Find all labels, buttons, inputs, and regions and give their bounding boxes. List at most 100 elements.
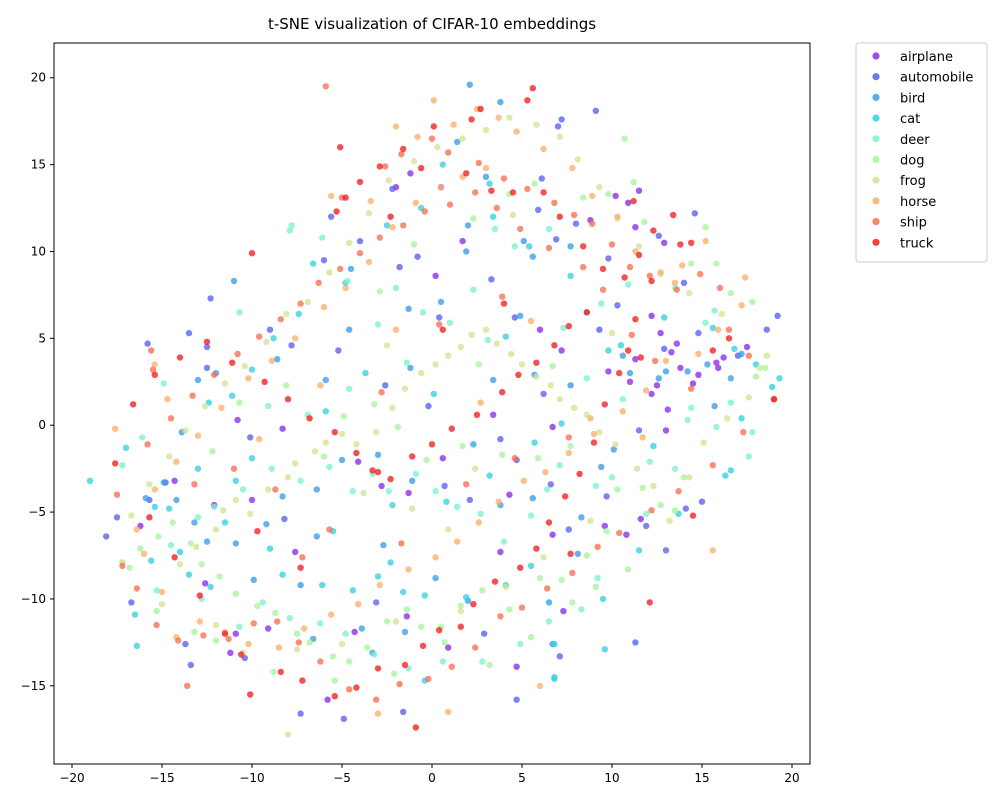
- point-automobile: [382, 382, 389, 389]
- point-cat: [551, 640, 558, 648]
- point-airplane: [612, 192, 619, 200]
- point-frog: [146, 481, 153, 488]
- point-dog: [306, 639, 313, 646]
- point-ship: [511, 455, 518, 462]
- legend-label-frog: frog: [900, 174, 926, 189]
- point-truck: [409, 453, 416, 460]
- point-horse: [412, 199, 419, 206]
- point-frog: [182, 427, 189, 434]
- point-deer: [439, 658, 446, 665]
- point-automobile: [572, 220, 580, 227]
- y-tick-label: 15: [31, 158, 46, 172]
- point-horse: [437, 184, 445, 191]
- point-airplane: [695, 371, 702, 378]
- point-automobile: [340, 715, 347, 722]
- point-cat: [661, 314, 668, 321]
- point-automobile: [466, 496, 473, 504]
- point-truck: [533, 545, 540, 552]
- point-dog: [232, 590, 239, 597]
- point-frog: [311, 448, 319, 455]
- point-dog: [423, 456, 430, 464]
- point-deer: [319, 234, 326, 241]
- point-airplane: [378, 482, 385, 490]
- point-horse: [639, 434, 646, 441]
- point-truck: [473, 411, 481, 418]
- point-automobile: [596, 326, 603, 333]
- point-frog: [587, 517, 594, 524]
- point-frog: [574, 156, 581, 163]
- point-deer: [470, 286, 477, 293]
- point-cat: [727, 467, 734, 474]
- x-tick-label: 15: [694, 771, 709, 785]
- point-frog: [292, 460, 299, 467]
- point-horse: [738, 302, 745, 309]
- point-bird: [711, 402, 718, 410]
- point-horse: [173, 458, 180, 465]
- point-automobile: [113, 514, 121, 521]
- point-airplane: [227, 649, 234, 656]
- point-airplane: [560, 607, 567, 615]
- point-deer: [619, 396, 626, 403]
- point-frog: [385, 177, 392, 184]
- point-cat: [709, 324, 716, 332]
- point-horse: [194, 432, 202, 439]
- point-automobile: [103, 533, 110, 540]
- point-ship: [378, 389, 385, 396]
- point-truck: [401, 661, 409, 669]
- point-frog: [666, 517, 673, 524]
- point-cat: [722, 472, 729, 479]
- point-dog: [639, 484, 646, 491]
- point-automobile: [511, 314, 518, 321]
- point-frog: [409, 505, 416, 512]
- point-automobile: [335, 347, 342, 354]
- point-frog: [556, 133, 563, 140]
- point-frog: [608, 329, 616, 337]
- point-horse: [365, 258, 373, 266]
- point-bird: [173, 496, 180, 504]
- point-truck: [533, 359, 540, 366]
- point-airplane: [407, 170, 414, 177]
- point-dog: [641, 218, 648, 226]
- point-cat: [389, 501, 396, 509]
- point-ship: [277, 316, 284, 323]
- point-ship: [326, 526, 333, 533]
- point-automobile: [320, 257, 328, 264]
- point-dog: [713, 260, 720, 267]
- point-frog: [502, 583, 509, 590]
- point-automobile: [144, 340, 151, 347]
- point-horse: [328, 611, 335, 618]
- point-automobile: [513, 696, 520, 703]
- point-horse: [275, 644, 283, 651]
- point-cat: [439, 161, 446, 168]
- point-cat: [463, 594, 470, 601]
- point-ship: [740, 429, 747, 436]
- point-bird: [520, 237, 527, 245]
- point-airplane: [171, 477, 178, 484]
- point-truck: [171, 554, 178, 561]
- point-ship: [317, 658, 324, 665]
- point-bird: [338, 456, 346, 464]
- point-deer: [491, 225, 499, 233]
- point-cat: [526, 243, 533, 250]
- point-frog: [284, 474, 292, 481]
- point-frog: [756, 364, 763, 372]
- point-truck: [688, 239, 695, 246]
- point-bird: [142, 495, 149, 502]
- series-truck: [112, 85, 778, 731]
- point-horse: [482, 164, 490, 172]
- point-deer: [479, 658, 486, 665]
- series-horse: [112, 97, 749, 717]
- point-ship: [445, 149, 452, 156]
- point-frog: [193, 543, 200, 550]
- point-deer: [583, 375, 590, 382]
- point-airplane: [558, 347, 565, 354]
- point-ship: [725, 326, 733, 333]
- point-ship: [428, 135, 436, 142]
- point-airplane: [661, 239, 668, 246]
- point-deer: [560, 324, 567, 332]
- point-truck: [635, 251, 643, 259]
- point-horse: [477, 399, 484, 406]
- point-frog: [612, 441, 619, 448]
- point-truck: [151, 371, 158, 378]
- point-frog: [482, 126, 490, 134]
